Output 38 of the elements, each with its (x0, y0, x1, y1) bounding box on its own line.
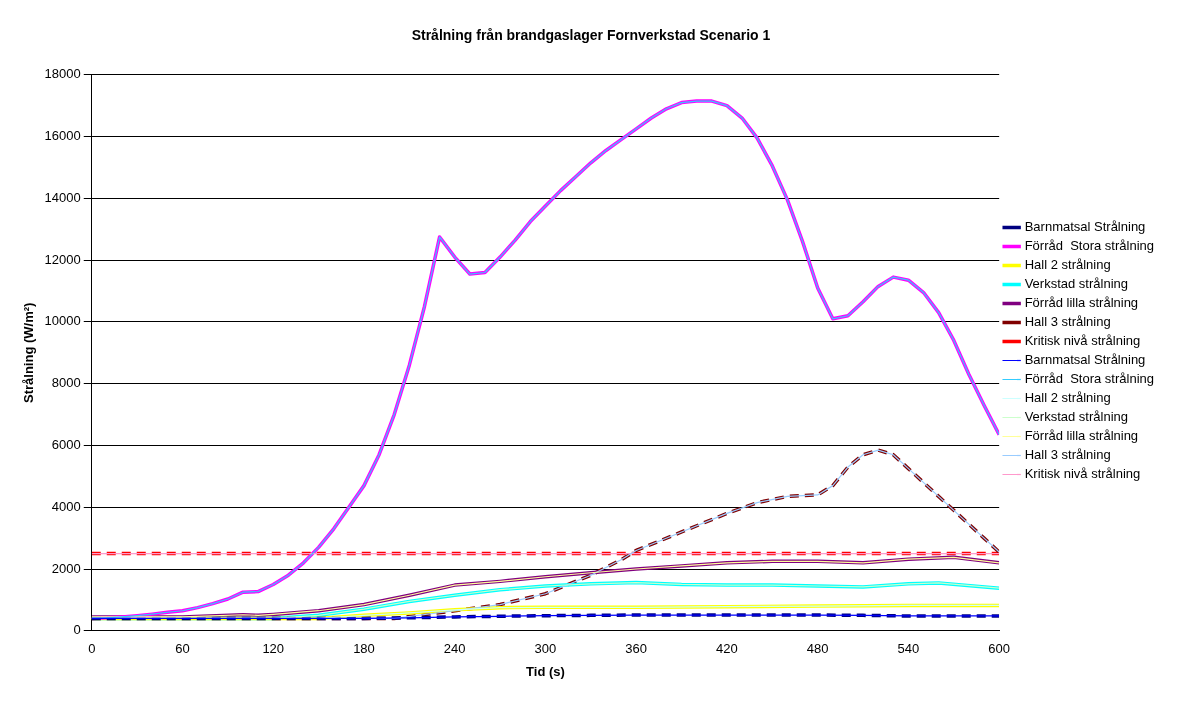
legend-label: Hall 3 strålning (1024, 314, 1111, 330)
legend-label: Förråd Stora strålning (1024, 238, 1155, 254)
y-tick-label: 10000 (44, 313, 81, 329)
legend-label: Hall 2 strålning (1024, 257, 1111, 273)
x-tick-label: 540 (897, 641, 920, 657)
chart-title: Strålning från brandgaslager Fornverkstad Scenario 1 (411, 27, 771, 44)
x-tick-label: 600 (988, 641, 1011, 657)
x-tick-label: 60 (175, 641, 190, 657)
legend-label: Verkstad strålning (1024, 409, 1129, 425)
legend-label: Hall 3 strålning (1024, 447, 1111, 463)
y-tick-label: 6000 (51, 437, 81, 453)
x-tick-label: 0 (88, 641, 96, 657)
legend-label: Kritisk nivå strålning (1024, 333, 1141, 349)
y-tick-label: 0 (73, 622, 81, 638)
x-tick-label: 180 (353, 641, 375, 657)
legend-label: Barnmatsal Strålning (1024, 219, 1146, 235)
legend-label: Förråd Stora strålning (1024, 371, 1155, 387)
y-axis-title: Strålning (W/m²) (21, 302, 37, 403)
x-tick-label: 480 (806, 641, 829, 657)
x-tick-label: 360 (625, 641, 648, 657)
y-tick-label: 4000 (51, 498, 81, 514)
y-tick-label: 18000 (44, 66, 81, 82)
x-tick-label: 240 (443, 641, 466, 657)
y-tick-label: 12000 (44, 251, 81, 267)
legend-label: Förråd lilla strålning (1024, 428, 1139, 444)
y-tick-label: 14000 (44, 189, 81, 205)
x-tick-label: 120 (262, 641, 285, 657)
legend-label: Förråd lilla strålning (1024, 295, 1139, 311)
legend-label: Barnmatsal Strålning (1024, 352, 1146, 368)
y-tick-label: 2000 (51, 560, 81, 576)
y-tick-label: 8000 (51, 375, 81, 391)
x-tick-label: 300 (534, 641, 557, 657)
x-axis-title: Tid (s) (526, 663, 565, 679)
legend-label: Hall 2 strålning (1024, 390, 1111, 406)
x-tick-label: 420 (716, 641, 738, 657)
legend-label: Kritisk nivå strålning (1024, 466, 1141, 482)
y-tick-label: 16000 (44, 128, 81, 144)
legend-label: Verkstad strålning (1024, 276, 1129, 292)
